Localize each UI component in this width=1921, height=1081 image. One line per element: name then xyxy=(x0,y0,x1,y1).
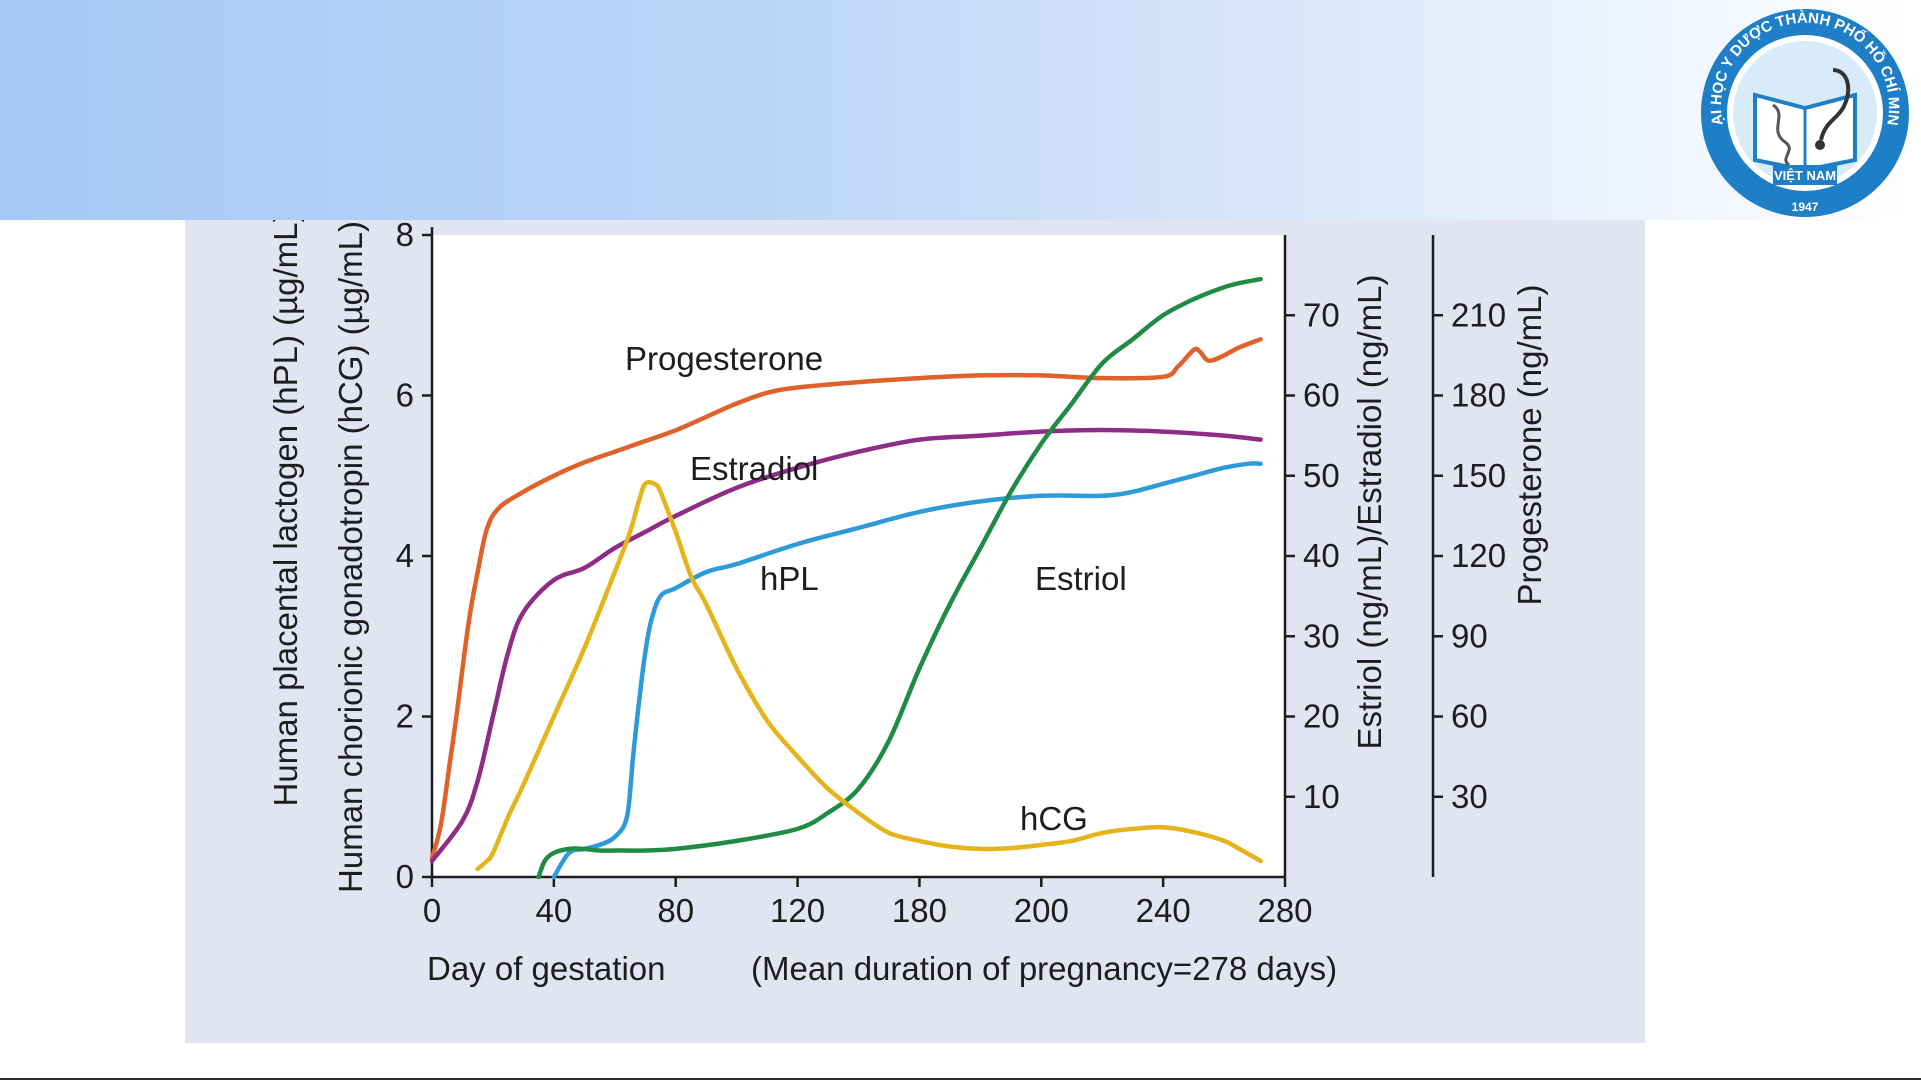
right-2-tick-label: 180 xyxy=(1451,377,1506,414)
left-tick-label: 0 xyxy=(396,858,414,895)
axis-labels: Human placental lactogen (hPL) (µg/mL) H… xyxy=(267,220,1548,987)
y-axis-label-progesterone: Progesterone (ng/mL) xyxy=(1511,285,1548,606)
right-1-tick-label: 60 xyxy=(1303,377,1340,414)
series-label-estradiol: Estradiol xyxy=(690,450,818,487)
right-2-tick-label: 120 xyxy=(1451,537,1506,574)
tick-labels: 0 40 80 120 180 200 240 280 0 2 4 6 8 10 20 30 40 50 60 70 3… xyxy=(396,220,1506,929)
hormone-chart: 0 40 80 120 180 200 240 280 0 2 4 6 8 10 20 30 40 50 60 70 3… xyxy=(267,220,1548,987)
left-tick-label: 2 xyxy=(396,698,414,735)
right-2-tick-label: 60 xyxy=(1451,698,1488,735)
x-tick-label: 180 xyxy=(892,892,947,929)
university-seal-icon: VIỆT NAM 1947 ĐẠI HỌC Y DƯỢC THÀNH PHỐ H… xyxy=(1688,0,1918,225)
series-label-hcg: hCG xyxy=(1020,800,1088,837)
series-line-estriol xyxy=(536,276,1263,880)
right-2-tick-label: 30 xyxy=(1451,778,1488,815)
right-2-tick-label: 90 xyxy=(1451,617,1488,654)
left-tick-label: 8 xyxy=(396,220,414,253)
x-tick-label: 80 xyxy=(657,892,694,929)
left-tick-label: 6 xyxy=(396,377,414,414)
series-labels: Progesterone Estradiol hPL Estriol hCG xyxy=(625,340,1127,837)
axes xyxy=(422,227,1443,887)
series-line-estradiol xyxy=(429,427,1263,864)
left-tick-label: 4 xyxy=(396,537,414,574)
series-label-progesterone: Progesterone xyxy=(625,340,823,377)
right-1-tick-label: 50 xyxy=(1303,457,1340,494)
slide-header-band xyxy=(0,0,1921,220)
figure-panel: 0 40 80 120 180 200 240 280 0 2 4 6 8 10 20 30 40 50 60 70 3… xyxy=(185,220,1645,1043)
right-2-tick-label: 150 xyxy=(1451,457,1506,494)
y-axis-label-hcg: Human chorionic gonadotropin (hCG) (µg/m… xyxy=(332,221,369,893)
right-1-tick-label: 20 xyxy=(1303,698,1340,735)
right-1-tick-label: 30 xyxy=(1303,617,1340,654)
right-1-tick-label: 40 xyxy=(1303,537,1340,574)
x-tick-label: 0 xyxy=(423,892,441,929)
x-axis-note: (Mean duration of pregnancy=278 days) xyxy=(751,950,1337,987)
x-tick-label: 240 xyxy=(1136,892,1191,929)
right-2-tick-label: 210 xyxy=(1451,296,1506,333)
plot-area xyxy=(432,235,1285,877)
x-tick-label: 280 xyxy=(1257,892,1312,929)
x-tick-label: 40 xyxy=(535,892,572,929)
series-line-hcg xyxy=(475,479,1263,872)
right-1-tick-label: 10 xyxy=(1303,778,1340,815)
seal-year-text: 1947 xyxy=(1792,200,1819,214)
seal-country-text: VIỆT NAM xyxy=(1774,168,1836,183)
series-label-hpl: hPL xyxy=(760,560,819,597)
series-lines xyxy=(429,276,1263,880)
x-tick-label: 120 xyxy=(770,892,825,929)
x-axis-label: Day of gestation xyxy=(427,950,665,987)
y-axis-label-estriol-estradiol: Estriol (ng/mL)/Estradiol (ng/mL) xyxy=(1351,275,1388,750)
right-1-tick-label: 70 xyxy=(1303,296,1340,333)
seal-graphic: VIỆT NAM 1947 ĐẠI HỌC Y DƯỢC THÀNH PHỐ H… xyxy=(1688,0,1909,217)
series-label-estriol: Estriol xyxy=(1035,560,1127,597)
slide-bottom-rule xyxy=(0,1078,1921,1080)
y-axis-label-hpl: Human placental lactogen (hPL) (µg/mL) xyxy=(267,220,304,806)
series-line-progesterone xyxy=(429,337,1263,861)
series-line-hpl xyxy=(551,461,1263,880)
x-tick-label: 200 xyxy=(1014,892,1069,929)
